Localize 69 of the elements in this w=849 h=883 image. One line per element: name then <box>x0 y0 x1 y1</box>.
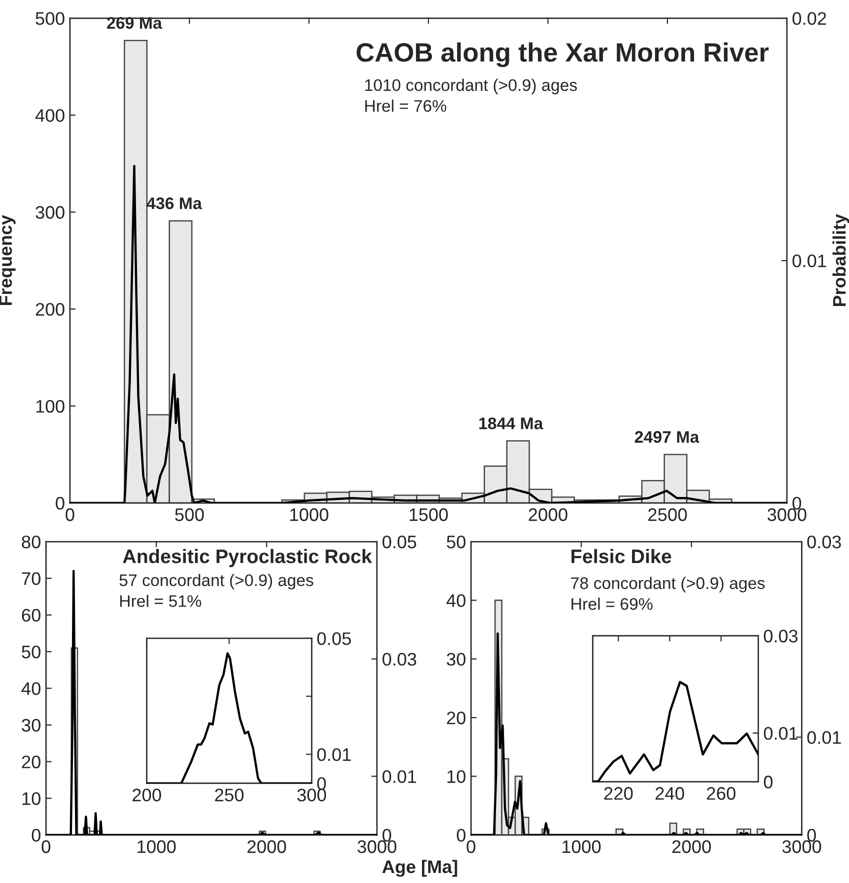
y2-tick-label: 0.02 <box>792 12 826 25</box>
y-tick-label: 400 <box>35 109 64 122</box>
y-tick-label: 0 <box>56 496 64 510</box>
y-tick-label: 60 <box>22 608 40 622</box>
x-tick-label: 2000 <box>247 840 286 854</box>
y-tick-label: 300 <box>36 206 64 219</box>
y-tick-label: 30 <box>22 718 40 732</box>
y-tick-label: 20 <box>22 756 40 768</box>
y-tick-label: 200 <box>36 302 64 316</box>
x-tick-label: 3000 <box>358 840 396 854</box>
y2-tick-label: 0.03 <box>382 652 416 666</box>
y-tick-label: 10 <box>447 770 466 784</box>
y2-tick-label: 0 <box>807 828 816 842</box>
x-tick-label: 0 <box>66 508 74 522</box>
y-tick-label: 0 <box>32 828 40 842</box>
y2-tick-label: 0 <box>764 776 773 788</box>
y-tick-label: 100 <box>36 400 64 413</box>
x-tick-label: 3000 <box>782 840 822 854</box>
chart-title: Andesitic Pyroclastic Rock <box>122 548 372 568</box>
y-tick-label: 50 <box>446 536 466 548</box>
y-tick-label: 30 <box>446 652 466 666</box>
y-tick-label: 0 <box>456 828 466 842</box>
annotation: Hrel = 76% <box>365 100 446 112</box>
x-tick-label: 2000 <box>528 508 568 522</box>
y2-tick-label: 0.01 <box>317 748 351 762</box>
text: CAOB along the Xar Moron River <box>356 42 769 68</box>
x-tick-label: 200 <box>132 788 162 802</box>
annotation: 57 concordant (>0.9) ages <box>119 574 314 590</box>
annotation: Hrel = 51% <box>120 594 202 607</box>
y2-tick-label: 0.03 <box>807 536 841 548</box>
y2-tick-label: 0.05 <box>382 536 416 548</box>
y-tick-label: 40 <box>446 594 466 608</box>
y-tick-label: 50 <box>22 646 40 658</box>
annotation: Hrel = 69% <box>572 598 653 610</box>
annotation: 1010 concordant (>0.9) ages <box>365 78 577 94</box>
y-tick-label: 10 <box>22 792 40 806</box>
y-tick-label: 80 <box>22 536 40 548</box>
y-tick-label: 70 <box>22 572 40 586</box>
y-tick-label: 40 <box>21 682 40 696</box>
x-tick-label: 3000 <box>768 508 806 522</box>
x-tick-label: 2000 <box>672 840 711 854</box>
x-tick-label: 1000 <box>562 840 601 854</box>
annotation: 1844 Ma <box>479 417 544 430</box>
y2-tick-label: 0 <box>792 496 802 510</box>
x-tick-label: 0 <box>466 840 476 854</box>
y2-tick-label: 0.01 <box>764 727 798 740</box>
y-tick-label: 500 <box>36 12 64 25</box>
x-tick-label: 500 <box>175 508 204 522</box>
x-tick-label: 240 <box>656 787 684 800</box>
annotation: 2497 Ma <box>634 431 700 443</box>
x-tick-label: 220 <box>604 787 633 800</box>
x-tick-label: 2500 <box>648 508 687 522</box>
chart-title: Felsic Dike <box>572 548 672 564</box>
annotation: 78 concordant (>0.9) ages <box>571 576 765 592</box>
x-axis-title: Age [Ma] <box>382 860 458 877</box>
y2-tick-label: 0.01 <box>792 254 826 268</box>
x-tick-label: 1000 <box>138 840 176 854</box>
y2-tick-label: 0.01 <box>807 731 841 744</box>
x-tick-label: 1500 <box>410 508 448 522</box>
y2-tick-label: 0.03 <box>764 630 798 642</box>
x-tick-label: 300 <box>297 788 326 802</box>
y2-tick-label: 0.05 <box>317 632 351 646</box>
y2-tick-label: 0.01 <box>382 770 416 784</box>
x-tick-label: 250 <box>215 788 244 802</box>
x-tick-label: 260 <box>706 787 736 800</box>
x-tick-label: 1000 <box>290 508 328 522</box>
y2-tick-label: 0 <box>382 828 392 842</box>
y-tick-label: 20 <box>446 712 466 724</box>
y2-axis-title: Probability <box>832 214 849 306</box>
